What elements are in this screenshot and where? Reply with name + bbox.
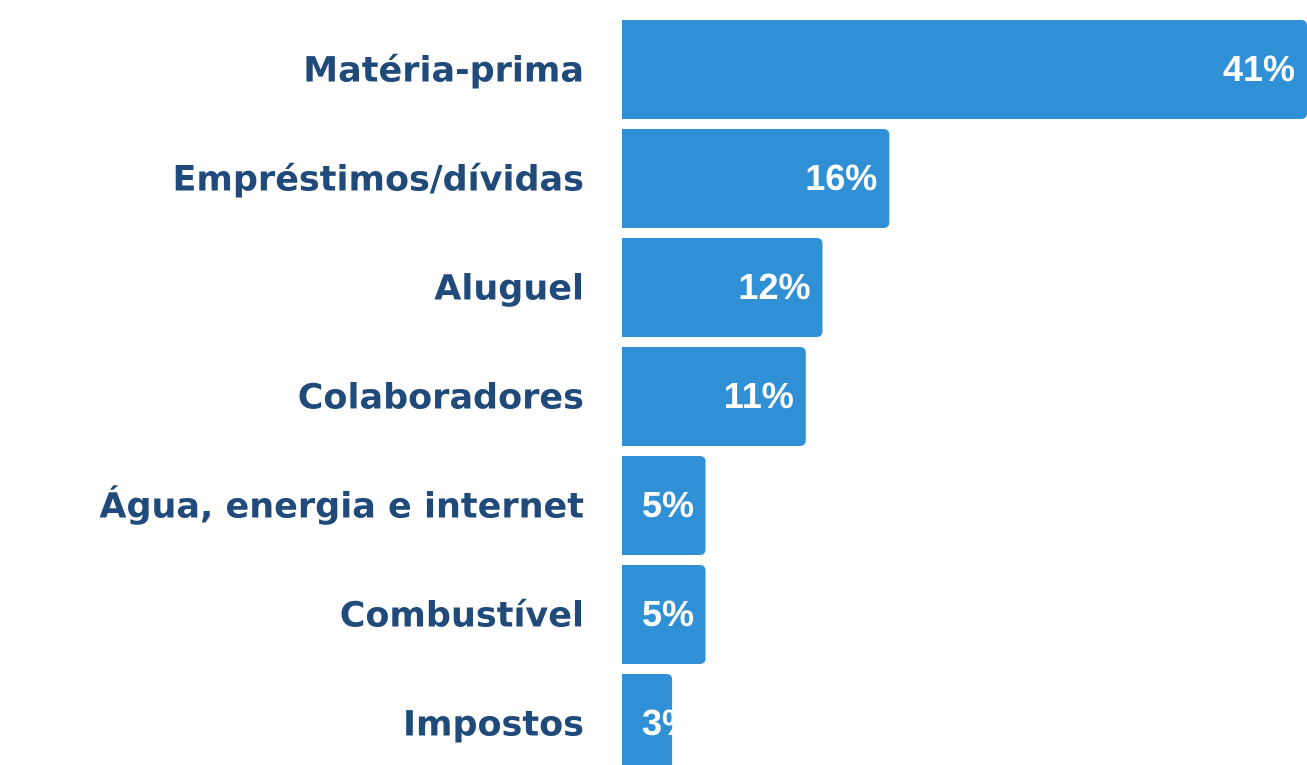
value-label: 3%	[642, 702, 694, 743]
value-label: 5%	[642, 484, 694, 525]
value-label: 16%	[805, 157, 877, 198]
category-label: Combustível	[340, 596, 584, 636]
bar	[622, 456, 706, 555]
value-label: 5%	[642, 593, 694, 634]
category-label: Impostos	[403, 705, 584, 745]
value-label: 41%	[1223, 48, 1295, 89]
bar	[622, 20, 1307, 119]
bar	[622, 129, 890, 228]
category-label: Colaboradores	[298, 378, 584, 418]
bar	[622, 347, 806, 446]
value-label: 12%	[738, 266, 810, 307]
category-label: Empréstimos/dívidas	[173, 160, 585, 200]
category-label: Aluguel	[434, 269, 584, 309]
bar	[622, 238, 823, 337]
category-label: Água, energia e internet	[99, 485, 584, 527]
category-label: Matéria-prima	[303, 51, 584, 91]
bar	[622, 674, 673, 765]
bar	[622, 565, 706, 664]
value-label: 11%	[724, 375, 794, 416]
